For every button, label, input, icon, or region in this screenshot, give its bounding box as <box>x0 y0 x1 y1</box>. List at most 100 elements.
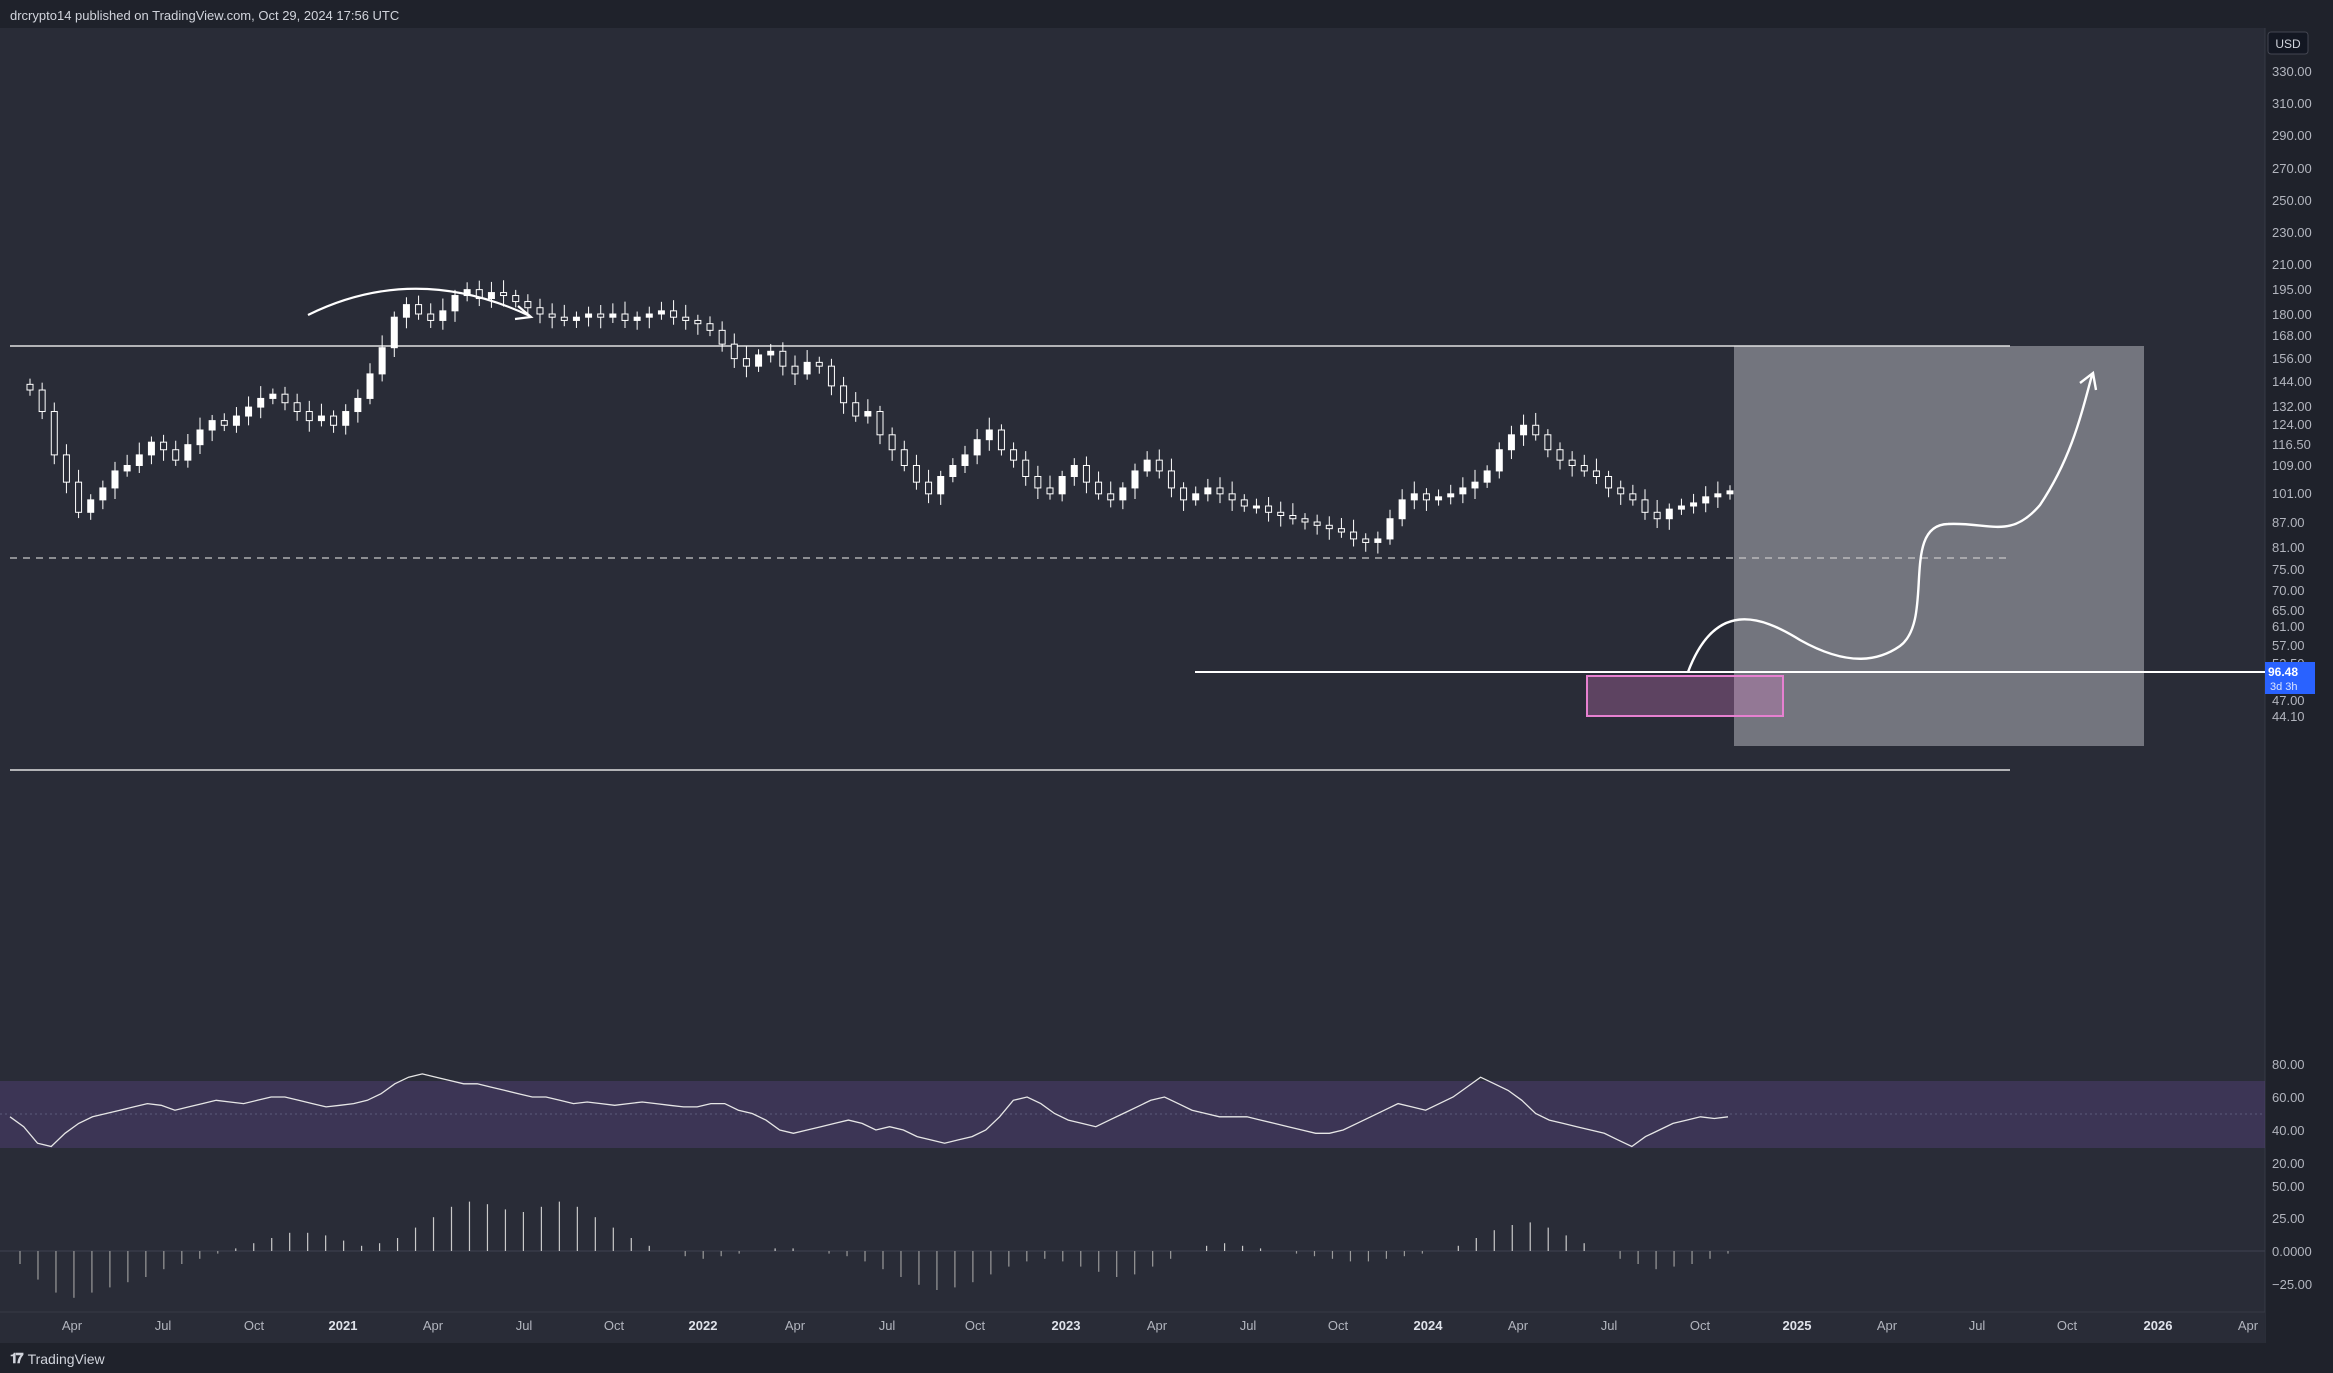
candle-body <box>645 313 653 318</box>
candle-body <box>245 406 253 417</box>
candle-body <box>1459 487 1467 495</box>
price-tick-label: 230.00 <box>2272 225 2312 240</box>
candle-body <box>888 434 896 451</box>
candle-body <box>1131 470 1139 489</box>
time-tick-label: Apr <box>62 1318 83 1333</box>
time-tick-label: Apr <box>423 1318 444 1333</box>
candle-body <box>1362 538 1370 543</box>
candle-body <box>815 361 823 367</box>
time-tick-label: 2021 <box>329 1318 358 1333</box>
candle-body <box>1386 518 1394 540</box>
macd-tick-label: 50.00 <box>2272 1179 2305 1194</box>
candle-body <box>621 313 629 321</box>
candle-body <box>427 313 435 321</box>
last-price-badge[interactable] <box>2265 662 2315 694</box>
price-tick-label: 250.00 <box>2272 193 2312 208</box>
candle-body <box>232 415 240 426</box>
time-tick-label: Oct <box>1690 1318 1711 1333</box>
candle-body <box>791 365 799 375</box>
price-tick-label: 87.00 <box>2272 515 2305 530</box>
candle-body <box>767 350 775 356</box>
footer-bar <box>0 1343 2333 1373</box>
candle-body <box>1337 528 1345 533</box>
candle-body <box>1544 434 1552 451</box>
candle-body <box>1605 475 1613 489</box>
candle-body <box>973 439 981 456</box>
candle-body <box>779 350 787 367</box>
rounded-top-arrowhead <box>514 305 534 321</box>
candle-body <box>1289 514 1297 520</box>
candlestick-series <box>26 280 1734 554</box>
candle-body <box>840 385 848 404</box>
time-tick-label: Oct <box>965 1318 986 1333</box>
price-tick-label: 44.10 <box>2272 709 2305 724</box>
time-tick-label: Jul <box>1969 1318 1986 1333</box>
candle-body <box>1265 505 1273 513</box>
candle-body <box>1556 449 1564 461</box>
candle-body <box>378 347 386 375</box>
candle-body <box>985 429 993 441</box>
candle-body <box>548 313 556 318</box>
candle-body <box>1592 470 1600 477</box>
rounded-top-arrow[interactable] <box>307 287 531 317</box>
candle-body <box>1252 505 1260 509</box>
tradingview-logo[interactable]: 𝟏𝟕 TradingView <box>10 1350 105 1367</box>
candle-body <box>657 310 665 315</box>
candle-body <box>682 316 690 321</box>
candle-body <box>1471 481 1479 489</box>
price-tick-label: 290.00 <box>2272 128 2312 143</box>
candle-body <box>269 393 277 399</box>
price-tick-label: 124.00 <box>2272 417 2312 432</box>
candle-body <box>876 411 884 436</box>
rsi-tick-label: 20.00 <box>2272 1156 2305 1171</box>
candle-body <box>1629 493 1637 501</box>
time-tick-label: Oct <box>604 1318 625 1333</box>
currency-button[interactable] <box>2267 31 2309 55</box>
candle-body <box>694 319 702 325</box>
rsi-band <box>0 1081 2265 1148</box>
candle-body <box>1665 508 1673 520</box>
time-axis-panel[interactable] <box>0 1312 2265 1343</box>
price-tick-label: 270.00 <box>2272 161 2312 176</box>
candle-body <box>730 343 738 360</box>
projection-target-box[interactable] <box>1734 346 2144 746</box>
price-tick-label: 156.00 <box>2272 351 2312 366</box>
candle-body <box>609 313 617 318</box>
candle-body <box>366 373 374 399</box>
candle-body <box>997 429 1005 451</box>
candle-body <box>463 289 471 297</box>
candle-body <box>415 304 423 315</box>
candle-body <box>937 475 945 495</box>
price-tick-label: 210.00 <box>2272 257 2312 272</box>
publish-note: drcrypto14 published on TradingView.com,… <box>10 8 400 23</box>
price-tick-label: 310.00 <box>2272 96 2312 111</box>
demand-zone-box[interactable] <box>1586 675 1784 717</box>
time-axis-labels: Apr Jul Oct 2021 Apr Jul Oct 2022 Apr Jul Oct 2023 A… <box>62 1318 2259 1333</box>
time-tick-label: 2023 <box>1052 1318 1081 1333</box>
candle-body <box>123 464 131 472</box>
price-tick-label: 101.00 <box>2272 486 2312 501</box>
time-tick-label: Oct <box>244 1318 265 1333</box>
candle-body <box>1495 449 1503 472</box>
candle-body <box>1010 449 1018 461</box>
candle-body <box>1119 487 1127 501</box>
price-tick-label: 330.00 <box>2272 64 2312 79</box>
candle-body <box>1617 487 1625 495</box>
candle-body <box>1726 490 1734 495</box>
projected-path[interactable] <box>1686 374 2094 673</box>
candle-body <box>439 310 447 321</box>
price-tick-label: 47.00 <box>2272 693 2305 708</box>
candle-body <box>1228 493 1236 501</box>
candle-body <box>961 454 969 466</box>
candle-body <box>1507 434 1515 451</box>
price-tick-label: 61.00 <box>2272 619 2305 634</box>
candle-body <box>147 441 155 456</box>
candle-body <box>1277 511 1285 516</box>
candle-body <box>1532 424 1540 436</box>
candle-body <box>1180 487 1188 501</box>
candle-body <box>718 329 726 345</box>
candle-body <box>1204 487 1212 495</box>
price-tick-label: 168.00 <box>2272 328 2312 343</box>
candle-body <box>1155 459 1163 472</box>
